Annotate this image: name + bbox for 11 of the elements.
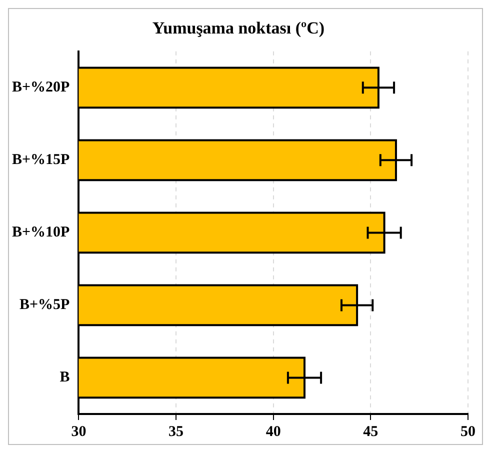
- x-tick-label: 35: [168, 424, 184, 440]
- y-tick-label: B: [60, 370, 70, 386]
- x-tick-label: 45: [363, 424, 378, 440]
- y-tick-label: B+%10P: [12, 224, 70, 241]
- x-tick-label: 30: [71, 424, 86, 440]
- y-tick-label: B+%5P: [19, 297, 70, 314]
- y-tick-label: B+%15P: [12, 152, 70, 168]
- chart-title: Yumuşama noktası (ºC): [152, 18, 325, 38]
- x-tick-label: 40: [266, 424, 281, 440]
- y-tick-label: B+%20P: [12, 80, 70, 96]
- x-tick-label: 50: [460, 424, 476, 440]
